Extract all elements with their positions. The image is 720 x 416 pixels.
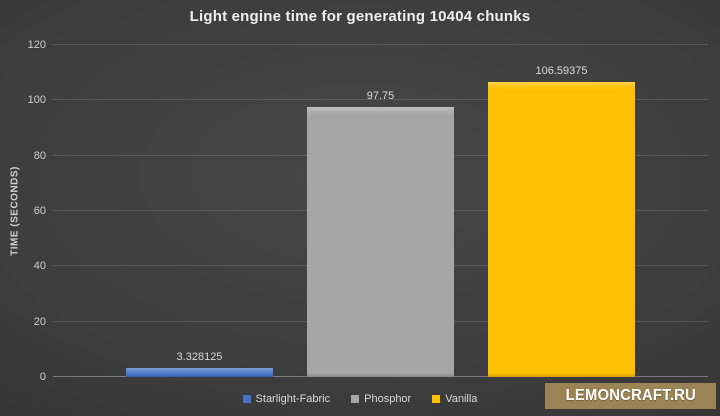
y-tick-label: 40 — [33, 260, 46, 273]
legend-item: Starlight-Fabric — [242, 393, 331, 405]
watermark-badge: LEMONCRAFT.RU — [545, 383, 716, 409]
legend-label: Phosphor — [364, 393, 412, 405]
legend-swatch-icon — [351, 395, 360, 403]
bar-starlight-fabric — [126, 367, 273, 377]
y-tick-label: 100 — [27, 94, 46, 107]
y-tick-label: 0 — [39, 371, 46, 383]
legend-swatch-icon — [432, 395, 441, 403]
y-axis-tick-labels: 0 20 40 60 80 100 120 — [0, 39, 46, 383]
y-tick-label: 120 — [27, 39, 46, 51]
y-tick-label: 20 — [33, 315, 46, 328]
legend-item: Vanilla — [432, 393, 477, 405]
legend: Starlight-Fabric Phosphor Vanilla — [0, 391, 720, 407]
gridline — [53, 99, 708, 101]
watermark-label: LEMONCRAFT.RU — [565, 387, 696, 404]
legend-label: Vanilla — [445, 393, 478, 405]
bar-phosphor — [307, 106, 454, 377]
legend-label: Starlight-Fabric — [255, 393, 331, 405]
bar-value-label: 97.75 — [366, 89, 395, 102]
legend-swatch-icon — [242, 395, 251, 403]
chart-title: Light engine time for generating 10404 c… — [189, 8, 531, 25]
plot-area: 3.328125 97.75 106.59375 — [53, 44, 708, 377]
legend-item: Phosphor — [351, 393, 411, 405]
y-tick-label: 80 — [33, 149, 46, 162]
y-tick-label: 60 — [33, 205, 46, 217]
bar-vanilla — [488, 82, 635, 377]
bar-value-label: 106.59375 — [535, 65, 588, 78]
gridline — [53, 44, 708, 45]
bar-value-label: 3.328125 — [176, 350, 223, 363]
